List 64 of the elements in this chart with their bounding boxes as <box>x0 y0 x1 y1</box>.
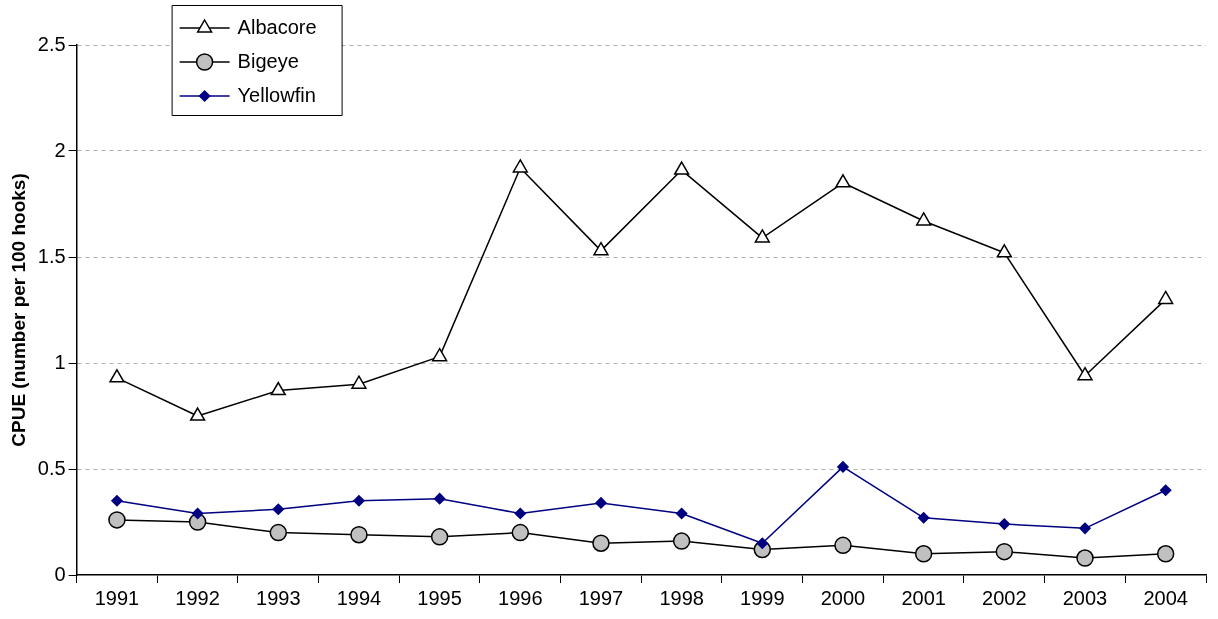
point <box>998 518 1011 530</box>
point <box>1159 484 1172 496</box>
point <box>995 542 1014 561</box>
x-tick-label: 1993 <box>256 586 301 609</box>
point <box>111 495 123 507</box>
point <box>592 534 610 552</box>
point <box>430 528 449 546</box>
point <box>672 532 691 550</box>
x-tick-label: 2000 <box>820 586 866 609</box>
point <box>756 537 769 549</box>
point <box>350 525 368 544</box>
point <box>1157 290 1174 305</box>
y-tick-label: 0.5 <box>37 456 66 479</box>
point <box>272 503 285 516</box>
x-tick-label: 1996 <box>498 586 543 609</box>
point <box>191 507 204 520</box>
point <box>512 159 528 173</box>
point <box>108 511 126 529</box>
point <box>514 507 527 520</box>
point <box>269 523 288 542</box>
legend-label: Albacore <box>237 15 317 38</box>
point <box>673 161 690 175</box>
x-tick-label: 1998 <box>659 586 704 609</box>
x-tick-label: 1997 <box>578 586 624 609</box>
point <box>351 375 367 389</box>
point <box>914 545 933 563</box>
x-tick-label: 1995 <box>417 586 462 609</box>
y-tick-label: 2.5 <box>37 32 66 55</box>
point <box>1077 366 1093 381</box>
x-tick-label: 1999 <box>740 586 785 609</box>
y-tick-label: 1.5 <box>37 244 66 267</box>
legend-label: Bigeye <box>237 49 299 72</box>
point <box>270 381 286 396</box>
point <box>353 495 365 507</box>
point <box>675 507 688 520</box>
x-tick-label: 2001 <box>901 586 946 609</box>
point <box>109 369 125 383</box>
y-tick-label: 0 <box>54 562 66 585</box>
x-tick-label: 2002 <box>982 586 1027 609</box>
x-tick-label: 2004 <box>1143 586 1188 609</box>
point <box>754 229 770 243</box>
x-tick-label: 1994 <box>336 586 382 609</box>
legend-label: Yellowfin <box>237 83 316 106</box>
point <box>835 174 851 188</box>
point <box>595 497 607 509</box>
y-axis-title: CPUE (number per 100 hooks) <box>7 173 29 447</box>
point <box>1079 522 1091 535</box>
point <box>915 212 932 226</box>
y-tick-label: 1 <box>54 350 66 373</box>
x-tick-label: 1991 <box>94 586 140 609</box>
point <box>511 523 530 542</box>
point <box>834 536 852 555</box>
y-tick-label: 2 <box>54 138 66 161</box>
point <box>1156 545 1175 563</box>
point <box>1076 549 1094 567</box>
point <box>917 512 930 524</box>
point <box>837 461 849 473</box>
point <box>593 241 609 256</box>
x-tick-label: 1992 <box>175 586 220 609</box>
x-tick-label: 2003 <box>1062 586 1108 609</box>
point <box>189 407 206 421</box>
point <box>433 492 446 505</box>
point <box>996 244 1012 258</box>
point <box>431 347 448 362</box>
